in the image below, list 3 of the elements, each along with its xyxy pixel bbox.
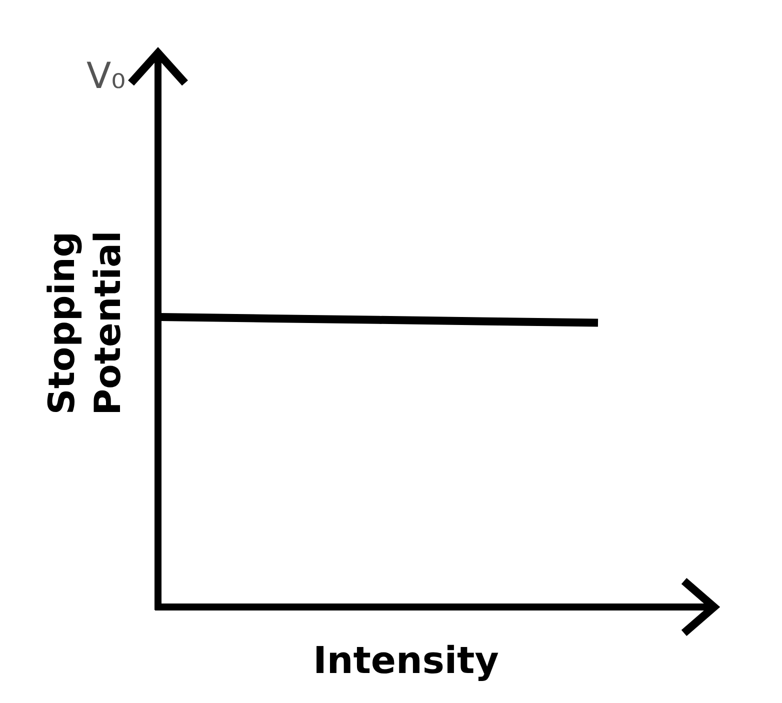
x-axis-title: Intensity: [313, 639, 499, 682]
text: V₀: [86, 56, 126, 97]
y-axis-title: Stopping Potential: [42, 230, 129, 416]
